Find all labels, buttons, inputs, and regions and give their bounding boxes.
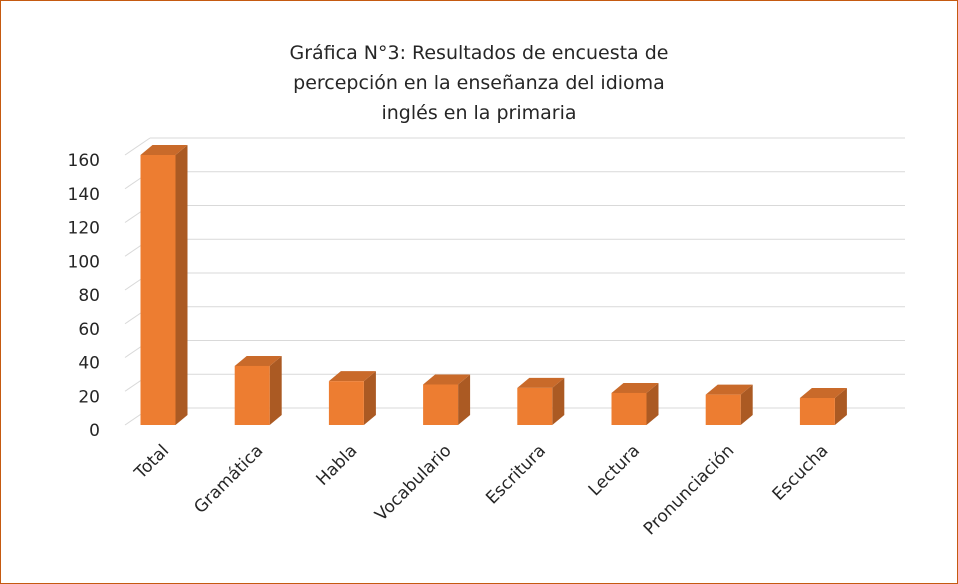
bar-top xyxy=(799,388,847,398)
y-tick-label: 60 xyxy=(78,320,100,340)
y-tick-label: 120 xyxy=(68,219,100,239)
bar-top xyxy=(705,384,753,395)
bar-side xyxy=(834,388,847,425)
bar xyxy=(234,365,270,425)
bar xyxy=(611,392,647,425)
bar-side xyxy=(363,371,376,425)
bar-top xyxy=(517,377,565,388)
x-tick-label: Gramática xyxy=(190,441,267,518)
x-tick-label: Pronunciación xyxy=(640,441,738,539)
x-tick-label: Vocabulario xyxy=(371,441,455,525)
bar-side xyxy=(269,355,282,425)
x-tick-label: Escritura xyxy=(482,441,550,509)
bar-side xyxy=(646,382,659,425)
bar-side xyxy=(740,384,753,425)
x-tick-label: Escucha xyxy=(769,441,833,505)
bar-top xyxy=(611,382,659,393)
bar-top xyxy=(140,145,188,155)
side-grid-line xyxy=(124,137,151,156)
bar xyxy=(140,155,176,425)
x-tick-label: Lectura xyxy=(585,441,644,500)
bar-side xyxy=(175,145,188,425)
bar-top xyxy=(423,374,471,385)
y-tick-label: 100 xyxy=(68,252,100,272)
bar xyxy=(423,384,459,425)
y-tick-label: 40 xyxy=(78,354,100,374)
y-tick-label: 80 xyxy=(78,286,100,306)
y-tick-label: 140 xyxy=(68,185,100,205)
y-tick-label: 20 xyxy=(78,387,100,407)
bar xyxy=(799,398,835,425)
x-tick-label: Total xyxy=(130,441,173,484)
bar-side xyxy=(458,374,471,425)
x-tick-label: Habla xyxy=(313,441,362,490)
bar-top xyxy=(328,371,376,382)
bar xyxy=(517,387,553,425)
bar-top xyxy=(234,355,282,366)
bar-side xyxy=(552,377,565,425)
y-tick-label: 160 xyxy=(68,151,100,171)
bar xyxy=(328,381,364,425)
chart-title: Gráfica N°3: Resultados de encuesta de p… xyxy=(289,42,669,124)
bar xyxy=(705,394,741,425)
y-tick-label: 0 xyxy=(89,421,100,441)
